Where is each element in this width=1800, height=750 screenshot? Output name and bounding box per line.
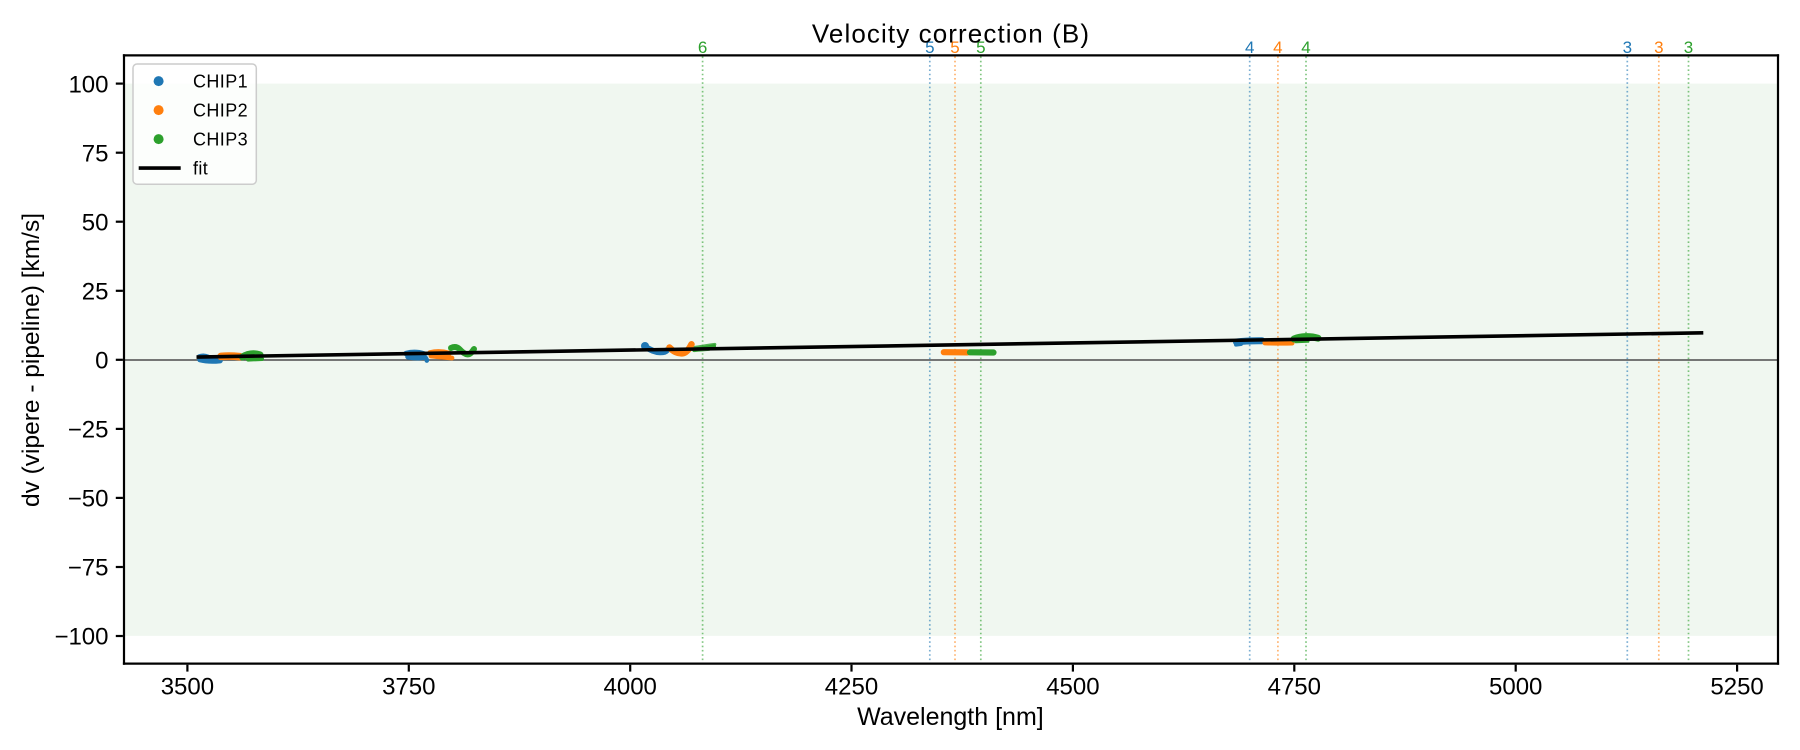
svg-text:Wavelength [nm]: Wavelength [nm] [857,703,1044,731]
svg-text:5000: 5000 [1489,674,1542,701]
svg-text:4750: 4750 [1268,674,1321,701]
svg-text:4: 4 [1273,38,1282,57]
svg-text:0: 0 [95,348,108,375]
svg-text:−100: −100 [54,624,108,651]
svg-text:−50: −50 [68,486,109,513]
svg-text:−25: −25 [68,417,109,444]
svg-text:CHIP2: CHIP2 [193,101,248,121]
svg-text:dv (vipere - pipeline) [km/s]: dv (vipere - pipeline) [km/s] [18,213,45,507]
svg-text:3750: 3750 [382,674,435,701]
svg-text:4250: 4250 [825,674,878,701]
svg-text:5: 5 [976,38,985,57]
svg-text:Velocity correction (B): Velocity correction (B) [812,19,1090,49]
svg-text:CHIP3: CHIP3 [193,130,248,150]
svg-text:50: 50 [82,209,109,236]
svg-text:4: 4 [1245,38,1254,57]
svg-text:3: 3 [1623,38,1632,57]
svg-text:CHIP1: CHIP1 [193,72,248,92]
svg-text:fit: fit [193,159,208,179]
svg-text:75: 75 [82,140,109,167]
svg-text:3: 3 [1684,38,1693,57]
svg-text:−75: −75 [68,555,109,582]
svg-text:5250: 5250 [1710,674,1763,701]
svg-text:4: 4 [1301,38,1310,57]
svg-text:6: 6 [698,38,707,57]
svg-text:5: 5 [950,38,959,57]
svg-text:3: 3 [1654,38,1663,57]
svg-text:4000: 4000 [604,674,657,701]
svg-text:4500: 4500 [1046,674,1099,701]
svg-text:25: 25 [82,279,109,306]
svg-text:5: 5 [925,38,934,57]
svg-text:100: 100 [68,71,108,98]
svg-text:3500: 3500 [161,674,214,701]
